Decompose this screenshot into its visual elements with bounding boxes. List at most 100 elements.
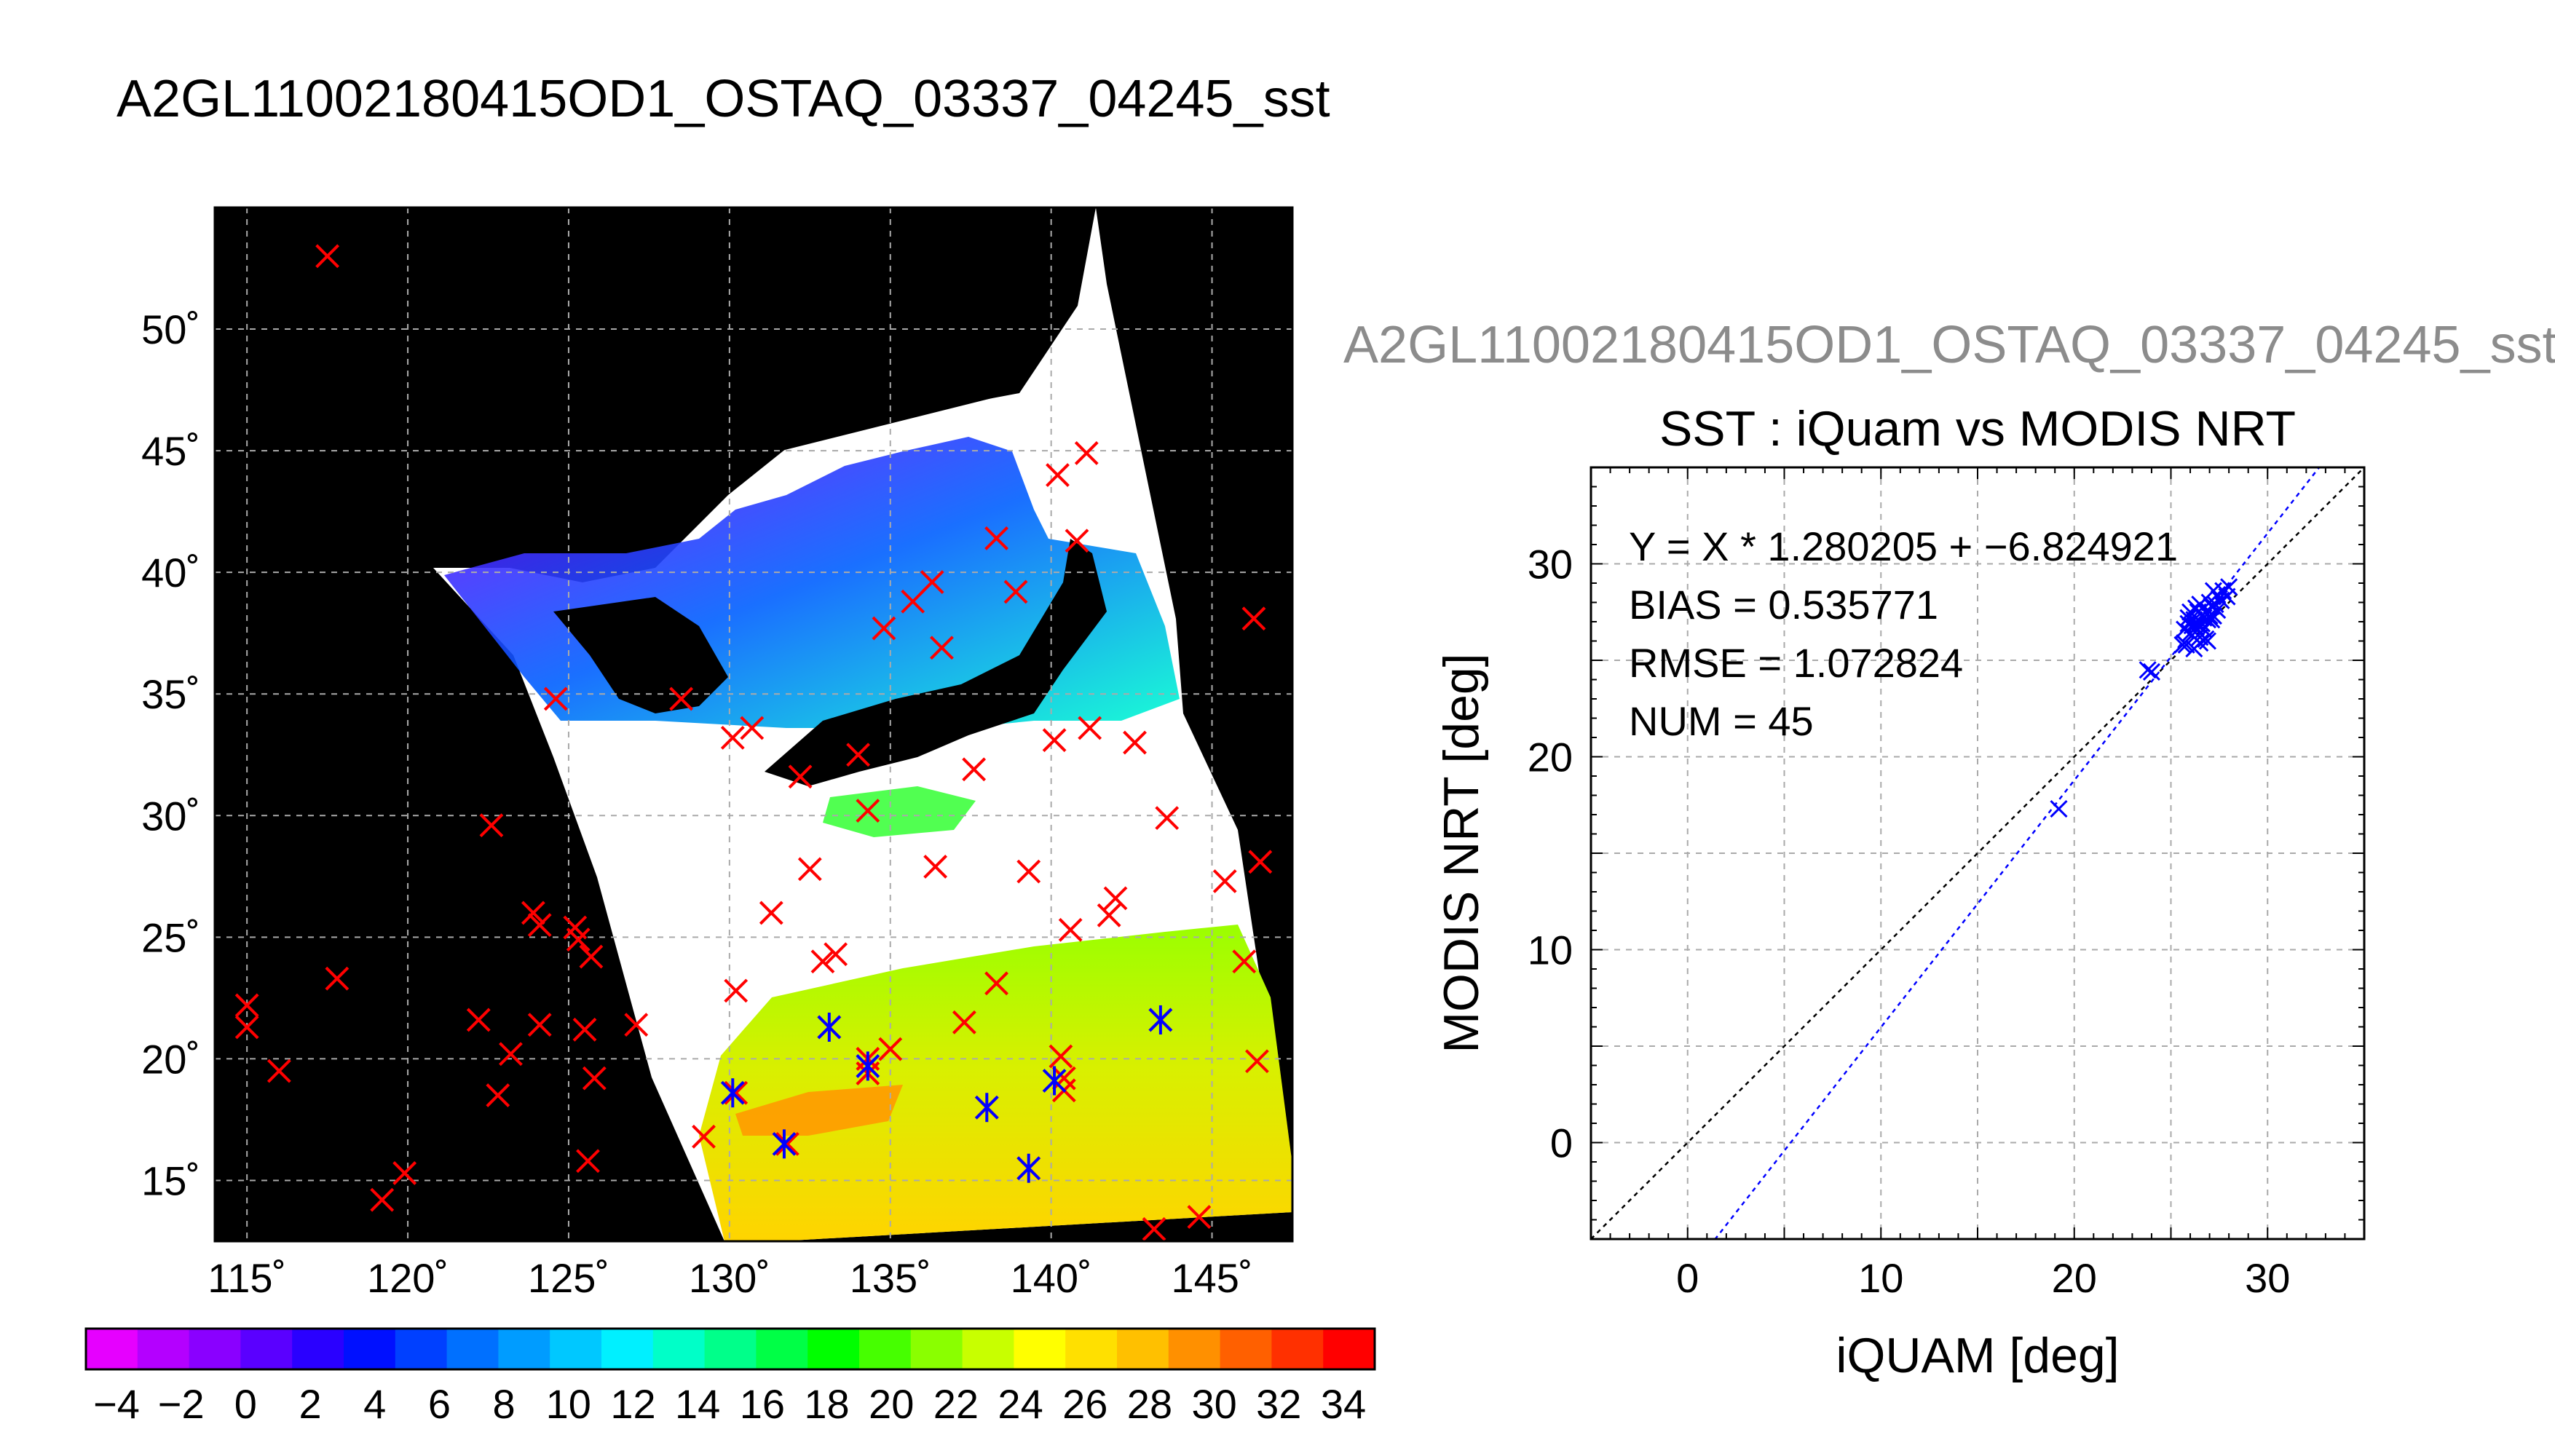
map-marker-red <box>325 966 350 991</box>
map-marker-red <box>572 1017 597 1042</box>
colorbar-swatch <box>704 1329 757 1369</box>
map-marker-red <box>370 1187 395 1212</box>
scatter-stat-rmse: RMSE = 1.072824 <box>1629 640 1963 686</box>
scatter-x-tick-label: 10 <box>1858 1255 1903 1301</box>
scatter-stat-bias: BIAS = 0.535771 <box>1629 582 1938 628</box>
map-marker-red <box>234 993 259 1018</box>
map-marker-red <box>1187 1205 1212 1230</box>
map-marker-blue <box>1016 1153 1041 1183</box>
colorbar-swatch <box>86 1329 138 1369</box>
map-marker-blue <box>720 1078 745 1108</box>
colorbar-label: −2 <box>158 1381 205 1427</box>
colorbar-swatch <box>189 1329 241 1369</box>
map-marker-red <box>624 1013 649 1037</box>
map-marker-red <box>1049 1044 1073 1069</box>
map-marker-red <box>579 944 604 969</box>
map-markers <box>234 244 1273 1241</box>
colorbar-swatch <box>292 1329 344 1369</box>
colorbar-label: 32 <box>1256 1381 1301 1427</box>
colorbar-frame <box>84 1327 1376 1371</box>
map-marker-blue <box>974 1093 999 1123</box>
map-tick-labels: 115˚ 120˚ 125˚ 130˚ 135˚ 140˚ 145˚ 50˚ 45˚ 40˚ 35˚… <box>141 306 1253 1301</box>
map-marker-red <box>724 1080 749 1105</box>
colorbar-swatches <box>86 1329 1375 1369</box>
map-lon-tick: 125˚ <box>528 1255 609 1301</box>
map-marker-red <box>1142 1216 1166 1241</box>
map-marker-blue <box>1042 1066 1067 1096</box>
map-marker-red <box>759 901 783 925</box>
map-marker-blue <box>817 1012 842 1042</box>
scatter-y-tick-label: 20 <box>1528 735 1573 780</box>
scatter-file-title: A2GL11002180415OD1_OSTAQ_03337_04245_sst <box>1343 316 2555 374</box>
colorbar-label: 2 <box>299 1381 321 1427</box>
map-marker-red <box>952 1010 976 1034</box>
scatter-point <box>2187 614 2205 633</box>
map-lat-tick: 25˚ <box>141 914 200 960</box>
colorbar-label: 34 <box>1321 1381 1366 1427</box>
scatter-point <box>2142 662 2161 681</box>
colorbar: −4 −2 0 2 4 6 8 10 12 14 16 18 20 22 24 26 28 30 32 34 <box>84 1327 1376 1427</box>
colorbar-label: 12 <box>610 1381 655 1427</box>
scatter-point <box>2203 611 2221 629</box>
map-marker-red <box>775 1131 799 1156</box>
map-lat-tick: 30˚ <box>141 793 200 839</box>
map-marker-red <box>1123 730 1147 755</box>
map-marker-red <box>724 978 749 1003</box>
map-frame <box>213 206 1294 1243</box>
map-lon-tick: 135˚ <box>850 1255 931 1301</box>
colorbar-swatch <box>1323 1329 1375 1369</box>
map-marker-red <box>930 636 954 660</box>
scatter-x-tick-label: 0 <box>1676 1255 1699 1301</box>
map-marker-red <box>788 764 813 789</box>
colorbar-swatch <box>601 1329 654 1369</box>
colorbar-label: 6 <box>428 1381 451 1427</box>
colorbar-label: −4 <box>93 1381 140 1427</box>
colorbar-swatch <box>446 1329 499 1369</box>
map-marker-red <box>1155 806 1180 831</box>
scatter-x-tick-label: 20 <box>2052 1255 2097 1301</box>
colorbar-swatch <box>240 1329 293 1369</box>
map-marker-red <box>479 813 504 838</box>
map-marker-red <box>984 971 1008 996</box>
map-marker-red <box>1244 1049 1269 1074</box>
map-marker-red <box>521 901 545 925</box>
scatter-point <box>2204 582 2222 600</box>
map-marker-red <box>846 743 870 767</box>
map-marker-red <box>1248 850 1273 874</box>
sst-field-south <box>699 925 1292 1241</box>
map-lat-tick: 45˚ <box>141 428 200 474</box>
scatter-grid <box>1591 467 2364 1239</box>
map-marker-red <box>1074 441 1099 465</box>
colorbar-label: 14 <box>675 1381 720 1427</box>
colorbar-label: 26 <box>1062 1381 1107 1427</box>
map-marker-red <box>582 1066 607 1091</box>
map-lat-tick: 15˚ <box>141 1158 200 1203</box>
scatter-point <box>2181 624 2200 642</box>
scatter-point <box>2050 799 2068 818</box>
scatter-point <box>2191 596 2209 614</box>
scatter-y-tick-label: 10 <box>1528 927 1573 973</box>
colorbar-label: 18 <box>804 1381 849 1427</box>
map-marker-red <box>1212 869 1237 893</box>
map-marker-red <box>740 716 765 740</box>
map-marker-red <box>1058 917 1083 942</box>
land-japan <box>765 539 1107 786</box>
scatter-ticks: 0 10 20 30 0 10 20 30 <box>1528 467 2365 1301</box>
map-marker-red <box>566 927 591 952</box>
map-marker-red <box>266 1059 291 1083</box>
map-marker-red <box>466 1008 491 1032</box>
scatter-y-tick-label: 0 <box>1550 1120 1573 1166</box>
map-marker-red <box>527 1013 552 1037</box>
map-marker-red <box>392 1161 417 1185</box>
colorbar-swatch <box>962 1329 1014 1369</box>
map-marker-red <box>1103 886 1128 911</box>
map-marker-red <box>576 1149 600 1174</box>
scatter-x-axis-label: iQUAM [deg] <box>1836 1328 2119 1383</box>
sst-map: 115˚ 120˚ 125˚ 130˚ 135˚ 140˚ 145˚ 50˚ 45˚ 40˚ 35˚… <box>141 206 1294 1301</box>
colorbar-swatch <box>137 1329 190 1369</box>
colorbar-swatch <box>1220 1329 1272 1369</box>
map-marker-red <box>1065 529 1089 553</box>
map-marker-red <box>543 687 568 711</box>
scatter-point <box>2176 634 2194 652</box>
